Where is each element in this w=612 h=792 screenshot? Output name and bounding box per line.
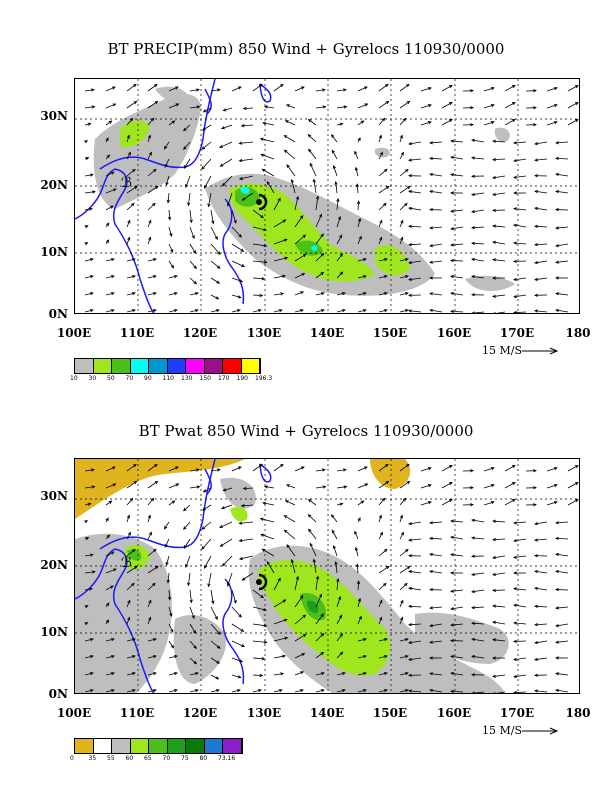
graticule: [75, 79, 579, 313]
gyre-marker: [256, 573, 268, 591]
legend-value: 60: [125, 755, 134, 762]
lon-label: 110E: [119, 326, 155, 340]
lon-label: 120E: [182, 706, 218, 720]
legend-swatch: [241, 359, 260, 373]
graticule: [75, 459, 579, 693]
lon-label: 120E: [182, 326, 218, 340]
legend-value: 170: [218, 375, 230, 382]
lat-label: 30N: [40, 489, 68, 503]
panel-title: BT Pwat 850 Wind + Gyrelocs 110930/0000: [138, 422, 474, 440]
lon-label: 140E: [309, 706, 345, 720]
legend-value: 65: [144, 755, 152, 762]
legend-swatch: [223, 359, 242, 373]
legend-swatch: [149, 739, 168, 753]
lon-label: 170E: [499, 326, 535, 340]
legend-value: 70: [162, 755, 171, 762]
lat-label: 30N: [40, 109, 68, 123]
legend-swatch: [149, 359, 168, 373]
legend-swatch: [130, 359, 149, 373]
legend-labels-precip: 10 30 50 70 90 110 130 150 170 190 196.3: [70, 375, 273, 383]
legend-swatch: [186, 359, 205, 373]
legend-precip: [74, 358, 261, 374]
legend-swatch: [112, 739, 131, 753]
legend-value: 35: [88, 755, 97, 762]
legend-swatch: [93, 359, 112, 373]
lon-label: 130E: [246, 326, 282, 340]
lon-label: 100E: [56, 706, 92, 720]
lon-label: 150E: [372, 706, 408, 720]
legend-labels-pwat: 0 35 55 60 65 70 75 80 73.16: [70, 755, 270, 763]
gyre-marker: [256, 193, 268, 211]
lon-label: 180: [565, 326, 591, 340]
legend-value: 30: [88, 375, 97, 382]
legend-swatch: [223, 739, 242, 753]
lon-label: 170E: [499, 706, 535, 720]
lon-label: 130E: [246, 706, 282, 720]
legend-value: 50: [107, 375, 115, 382]
scale-arrow: [522, 727, 559, 735]
legend-value: 196.3: [255, 375, 273, 382]
scale-label: 15 M/S: [482, 344, 522, 357]
legend-swatch: [112, 359, 131, 373]
legend-value: 55: [107, 755, 115, 762]
lat-label: 0N: [48, 687, 68, 701]
lon-label: 150E: [372, 326, 408, 340]
pwat-shading: [75, 459, 509, 693]
lon-label: 100E: [56, 326, 92, 340]
legend-swatch: [75, 359, 94, 373]
precip-shading: [93, 86, 515, 296]
legend-swatch: [186, 739, 205, 753]
legend-swatch: [93, 739, 112, 753]
lon-label: 160E: [436, 706, 472, 720]
legend-value: 0: [70, 755, 74, 762]
lat-label: 20N: [40, 558, 68, 572]
lon-label: 180: [565, 706, 591, 720]
legend-swatch: [167, 359, 186, 373]
lat-label: 0N: [48, 307, 68, 321]
wind-vectors: [84, 463, 579, 693]
legend-swatch: [167, 739, 186, 753]
map-pwat: ℬ: [74, 458, 580, 694]
lat-label: 10N: [40, 245, 68, 259]
gyre-marker-small: ℬ: [121, 555, 132, 571]
lat-label: 20N: [40, 178, 68, 192]
legend-value: 90: [144, 375, 152, 382]
legend-value: 73.16: [218, 755, 236, 762]
legend-value: 110: [162, 375, 174, 382]
legend-swatch: [204, 359, 223, 373]
legend-value: 150: [199, 375, 211, 382]
scale-label: 15 M/S: [482, 724, 522, 737]
legend-pwat: [74, 738, 243, 754]
legend-swatch: [130, 739, 149, 753]
scale-arrow: [522, 347, 559, 355]
legend-value: 70: [125, 375, 134, 382]
gyre-marker-small: ℬ: [121, 175, 132, 191]
legend-value: 130: [181, 375, 193, 382]
lon-label: 110E: [119, 706, 155, 720]
wind-vectors: [84, 83, 579, 313]
lon-label: 160E: [436, 326, 472, 340]
lat-label: 10N: [40, 625, 68, 639]
legend-value: 80: [199, 755, 208, 762]
legend-value: 10: [70, 375, 78, 382]
legend-swatch: [204, 739, 223, 753]
map-precip: ℬ: [74, 78, 580, 314]
legend-swatch: [75, 739, 94, 753]
lon-label: 140E: [309, 326, 345, 340]
panel-title: BT PRECIP(mm) 850 Wind + Gyrelocs 110930…: [107, 40, 505, 58]
legend-value: 190: [236, 375, 248, 382]
legend-value: 75: [181, 755, 189, 762]
